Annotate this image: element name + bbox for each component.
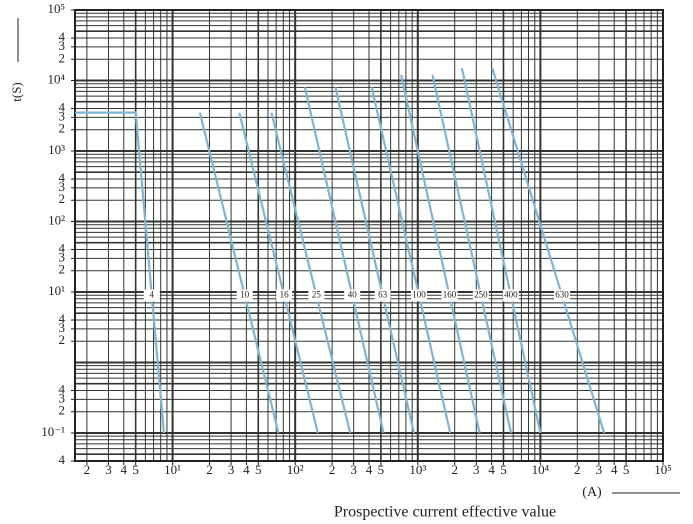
y-tick-label: 3 xyxy=(59,249,66,264)
subtitle: Prospective current effective value xyxy=(334,504,556,521)
label-bg xyxy=(276,289,293,302)
x-tick-label: 4 xyxy=(611,462,618,477)
curve-label: 25 xyxy=(312,290,322,300)
curve-label: 16 xyxy=(280,290,290,300)
curve-label: 400 xyxy=(504,290,518,300)
x-tick-label: 3 xyxy=(105,462,112,477)
y-tick-label: 4 xyxy=(59,241,66,256)
y-tick-label: 10⁵ xyxy=(47,1,65,16)
x-tick-label: 3 xyxy=(596,462,603,477)
label-bg xyxy=(374,289,391,302)
x-tick-label: 3 xyxy=(473,462,480,477)
fuse-curve xyxy=(460,67,542,434)
label-bg xyxy=(308,289,325,302)
x-tick-label: 5 xyxy=(378,462,385,477)
x-tick-label: 5 xyxy=(132,462,139,477)
curve-label: 10 xyxy=(240,290,250,300)
curve-label: 630 xyxy=(555,290,569,300)
x-tick-label: 4 xyxy=(121,462,128,477)
y-tick-label: 10² xyxy=(48,212,65,227)
y-tick-label: 3 xyxy=(59,38,66,53)
fuse-curve xyxy=(370,87,452,434)
x-tick-label: 10⁴ xyxy=(532,462,550,477)
fuse-curve xyxy=(303,87,385,434)
curve-label: 100 xyxy=(412,290,426,300)
y-tick-label: 3 xyxy=(59,179,66,194)
y-tick-label: 3 xyxy=(59,108,66,123)
x-axis-label: (A) xyxy=(582,485,602,500)
label-bg xyxy=(344,289,361,302)
y-tick-label: 4 xyxy=(59,311,66,326)
curve-label: 250 xyxy=(474,290,488,300)
fuse-curve xyxy=(198,112,280,434)
x-tick-label: 2 xyxy=(84,462,91,477)
y-tick-label: 10⁻¹ xyxy=(41,424,65,439)
x-tick-label: 4 xyxy=(366,462,373,477)
y-tick-label: 2 xyxy=(59,403,66,418)
x-tick-label: 2 xyxy=(574,462,581,477)
fuse-curve xyxy=(491,67,606,434)
fuse-curve xyxy=(75,111,165,433)
y-tick-label: 3 xyxy=(59,320,66,335)
label-bg xyxy=(502,289,519,302)
fuse-curve xyxy=(334,87,415,434)
y-tick-label: 2 xyxy=(59,50,66,65)
y-tick-label: 2 xyxy=(59,332,66,347)
x-tick-label: 2 xyxy=(329,462,336,477)
y-tick-label: 4 xyxy=(59,29,66,44)
fuse-curve xyxy=(431,74,513,434)
label-bg xyxy=(410,289,427,302)
x-tick-label: 3 xyxy=(228,462,235,477)
y-tick-label: 3 xyxy=(59,390,66,405)
curve-label: 4 xyxy=(150,290,155,300)
y-tick-label: 10⁴ xyxy=(47,71,65,86)
x-tick-label: 2 xyxy=(451,462,458,477)
x-tick-label: 3 xyxy=(350,462,357,477)
y-tick-label: 2 xyxy=(59,121,66,136)
x-tick-label: 10¹ xyxy=(164,462,181,477)
x-tick-label: 4 xyxy=(488,462,495,477)
x-tick-label: 4 xyxy=(243,462,250,477)
y-tick-label: 2 xyxy=(59,262,66,277)
curve-label: 40 xyxy=(348,290,358,300)
x-tick-label: 10³ xyxy=(409,462,426,477)
label-bg xyxy=(472,289,489,302)
x-tick-label: 2 xyxy=(206,462,213,477)
x-tick-label: 5 xyxy=(255,462,262,477)
y-tick-label: 4 xyxy=(59,381,66,396)
label-bg xyxy=(441,289,458,302)
y-axis-label: t(S) xyxy=(9,82,24,102)
label-bg xyxy=(143,289,160,302)
y-tick-label: 10³ xyxy=(48,142,65,157)
curve-label: 63 xyxy=(378,290,388,300)
label-bg xyxy=(554,289,571,302)
x-tick-label: 5 xyxy=(500,462,507,477)
x-tick-label: 5 xyxy=(623,462,630,477)
y-tick-label: 4 xyxy=(59,170,66,185)
curve-label: 160 xyxy=(443,290,457,300)
x-tick-label: 10⁵ xyxy=(654,462,672,477)
y-tick-label: 4 xyxy=(59,100,66,115)
x-tick-label: 10² xyxy=(287,462,304,477)
label-bg xyxy=(236,289,253,302)
y-tick-label: 2 xyxy=(59,191,66,206)
y-tick-label: 4 xyxy=(59,452,66,467)
fuse-curve xyxy=(238,112,319,434)
fuse-curve xyxy=(270,112,352,434)
y-tick-label: 10¹ xyxy=(48,283,65,298)
fuse-curve xyxy=(400,74,481,434)
